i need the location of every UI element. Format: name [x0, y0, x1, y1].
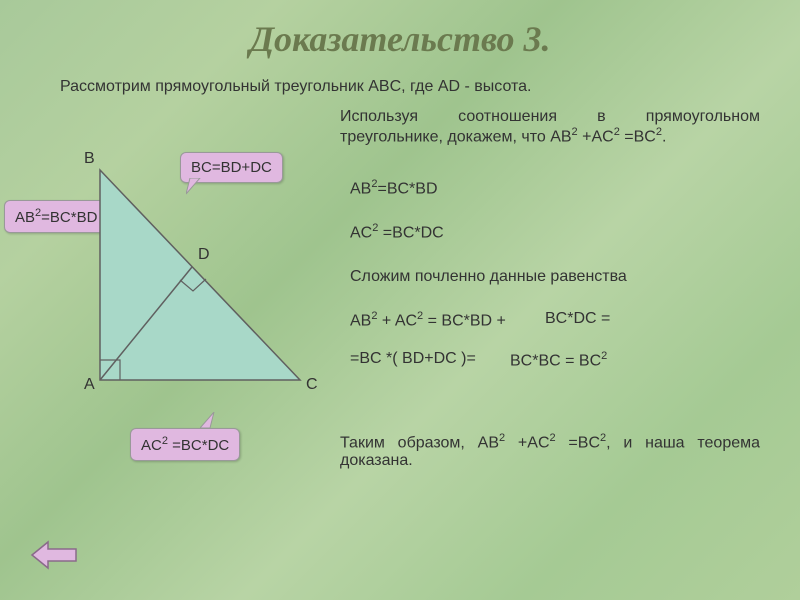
proof-intro: Используя соотношения в прямоугольном тр…	[340, 108, 760, 146]
conclusion-part1: Таким образом, AB	[340, 434, 499, 451]
proof-intro-part2: +AC	[578, 128, 614, 145]
eq4b: BC*DC =	[545, 310, 610, 328]
vertex-B: B	[84, 150, 95, 168]
conclusion: Таким образом, AB2 +AC2 =BC2, и наша тео…	[340, 432, 760, 470]
intro-text: Рассмотрим прямоугольный треугольник ABC…	[60, 78, 740, 96]
eq3: Сложим почленно данные равенства	[350, 268, 627, 286]
page-title: Доказательство 3.	[0, 0, 800, 60]
callout-bottom: AC2 =BC*DC	[130, 428, 240, 461]
conclusion-part3: =BC	[556, 434, 600, 451]
proof-intro-part1: Используя соотношения в прямоугольном тр…	[340, 108, 760, 145]
eq5a: =BC *( BD+DC )=	[350, 350, 476, 368]
proof-intro-part3: =BC	[620, 128, 656, 145]
vertex-D: D	[198, 246, 210, 264]
callout-bottom-tail	[200, 412, 220, 432]
eq5b: BC*BC = BC2	[510, 350, 607, 370]
proof-intro-part4: .	[662, 128, 666, 145]
vertex-C: C	[306, 376, 318, 394]
triangle-figure: A B C D	[80, 160, 320, 400]
conclusion-part2: +AC	[505, 434, 549, 451]
vertex-A: A	[84, 376, 95, 394]
eq1: AB2=BC*BD	[350, 178, 438, 198]
eq4a: AB2 + AC2 = BC*BD +	[350, 310, 506, 330]
eq2: AC2 =BC*DC	[350, 222, 444, 242]
back-arrow-icon[interactable]	[30, 540, 80, 570]
triangle-svg	[80, 160, 320, 400]
